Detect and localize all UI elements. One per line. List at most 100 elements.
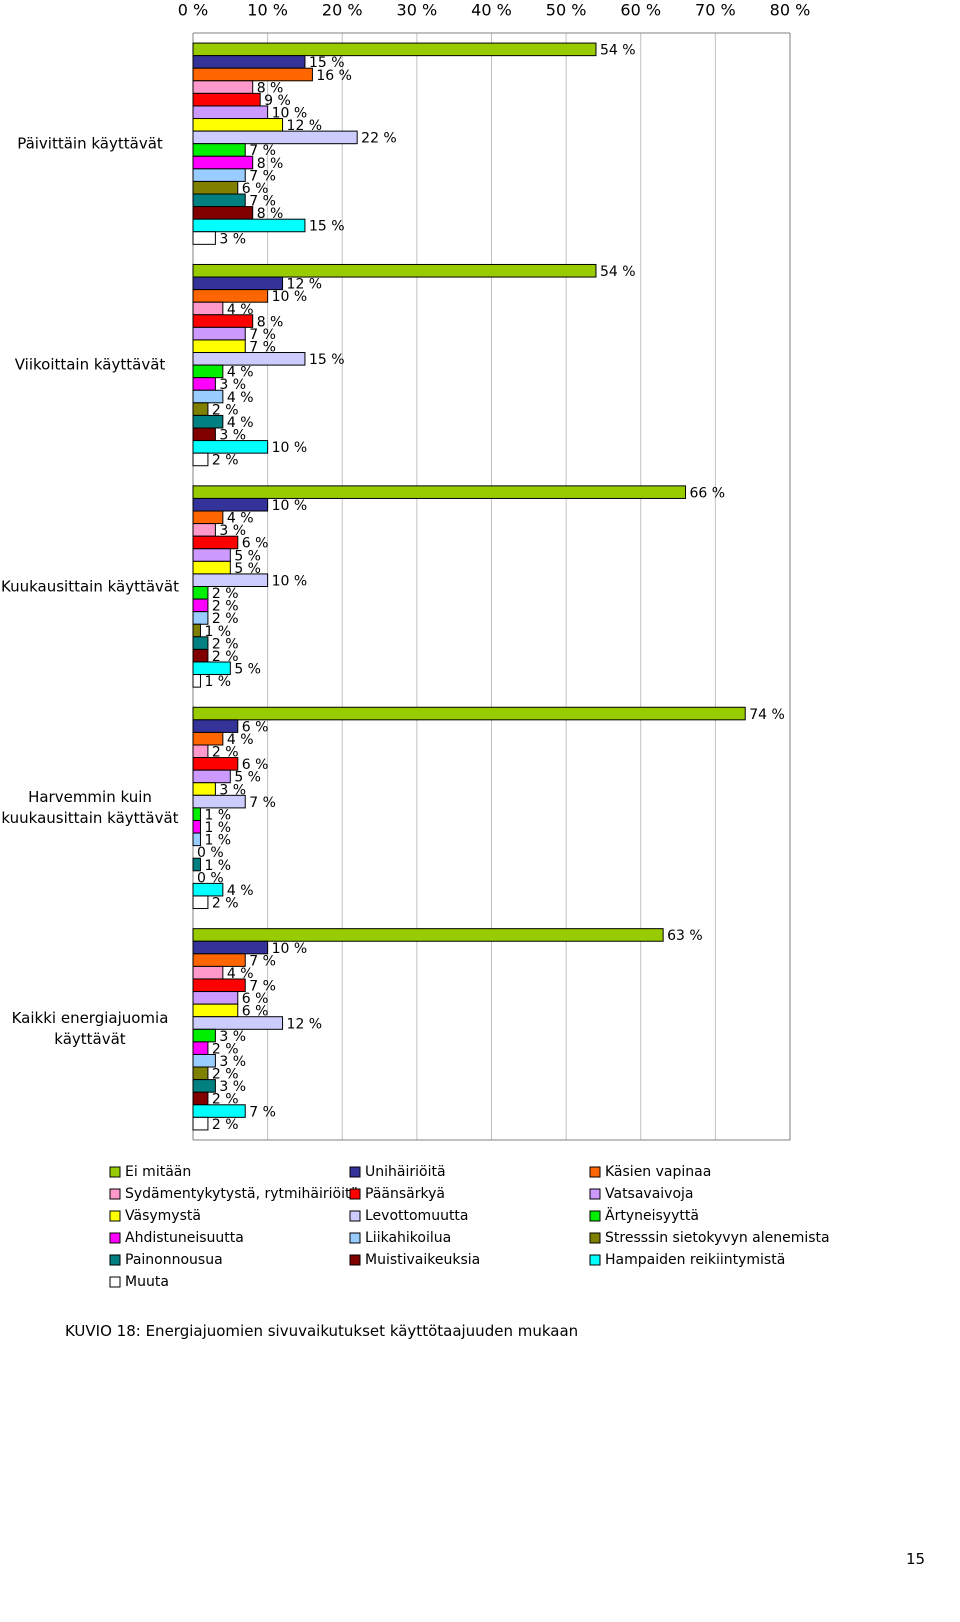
value-label: 2 %	[212, 896, 239, 912]
bar	[192, 636, 209, 650]
bar	[192, 991, 239, 1005]
bar	[192, 832, 201, 847]
value-label: 2 %	[212, 1041, 239, 1057]
bar	[192, 452, 209, 467]
bar	[192, 611, 209, 625]
bar	[192, 1091, 209, 1106]
bar	[192, 706, 746, 721]
bar	[192, 598, 209, 613]
x-tick-label: 60 %	[620, 1, 661, 20]
value-label: 22 %	[361, 131, 397, 147]
x-tick-label: 70 %	[695, 1, 736, 20]
value-label: 5 %	[234, 561, 261, 577]
legend-swatch	[349, 1188, 361, 1200]
category-label: Viikoittain käyttävät	[14, 355, 166, 374]
bar	[192, 42, 597, 57]
value-label: 1 %	[204, 858, 231, 874]
value-label: 4 %	[227, 415, 254, 431]
value-label: 66 %	[690, 485, 726, 501]
value-label: 10 %	[272, 498, 308, 514]
bar	[192, 485, 687, 499]
bar	[192, 857, 201, 872]
value-label: 5 %	[234, 548, 261, 564]
caption: KUVIO 18: Energiajuomien sivuvaikutukset…	[65, 1322, 579, 1340]
legend-label: Levottomuutta	[365, 1208, 469, 1224]
legend-swatch	[109, 1276, 121, 1288]
value-label: 2 %	[212, 1092, 239, 1108]
bar	[192, 364, 224, 379]
value-label: 12 %	[287, 1016, 323, 1032]
value-label: 3 %	[219, 1079, 246, 1095]
value-label: 9 %	[264, 93, 291, 109]
legend-swatch	[349, 1166, 361, 1178]
legend-swatch	[349, 1254, 361, 1266]
legend-swatch	[589, 1210, 601, 1222]
legend-swatch	[109, 1188, 121, 1200]
value-label: 2 %	[212, 402, 239, 418]
legend-label: Muistivaikeuksia	[365, 1252, 480, 1268]
category-label: Päivittäin käyttävät	[17, 134, 163, 153]
bar	[192, 769, 231, 784]
bar	[192, 402, 209, 416]
category-label: Harvemmin kuin kuukausittain käyttävät	[1, 787, 179, 827]
value-label: 3 %	[219, 428, 246, 444]
bar	[192, 895, 209, 910]
value-label: 3 %	[219, 523, 246, 539]
value-label: 7 %	[249, 979, 276, 995]
value-label: 2 %	[212, 745, 239, 761]
value-label: 4 %	[227, 966, 254, 982]
bar	[192, 573, 269, 588]
value-label: 15 %	[309, 55, 345, 71]
legend-label: Käsien vapinaa	[605, 1164, 711, 1180]
value-label: 4 %	[227, 390, 254, 406]
bar	[192, 623, 201, 638]
legend-swatch	[349, 1210, 361, 1222]
value-label: 6 %	[242, 536, 269, 552]
legend-swatch	[109, 1254, 121, 1266]
bar	[192, 289, 269, 303]
value-label: 7 %	[249, 339, 276, 355]
value-label: 2 %	[212, 586, 239, 602]
bar	[192, 1116, 209, 1131]
value-label: 3 %	[219, 231, 246, 247]
value-label: 1 %	[204, 807, 231, 823]
bar	[192, 731, 224, 746]
value-label: 5 %	[234, 662, 261, 678]
value-label: 3 %	[219, 1054, 246, 1070]
bar	[192, 978, 246, 993]
value-label: 10 %	[272, 440, 308, 456]
value-label: 8 %	[257, 206, 284, 222]
value-label: 6 %	[242, 1004, 269, 1020]
bar	[192, 118, 284, 132]
bar	[192, 206, 254, 220]
bar	[192, 1028, 216, 1043]
bar	[192, 301, 224, 316]
bar	[192, 1016, 284, 1030]
bar	[192, 440, 269, 454]
value-label: 6 %	[242, 757, 269, 773]
value-label: 8 %	[257, 80, 284, 96]
legend-swatch	[109, 1166, 121, 1178]
bar	[192, 953, 246, 967]
legend-label: Hampaiden reikiintymistä	[605, 1252, 785, 1268]
bar	[192, 510, 224, 525]
value-label: 15 %	[309, 219, 345, 235]
bar	[192, 1041, 209, 1055]
bar	[192, 105, 269, 120]
value-label: 7 %	[249, 168, 276, 184]
value-label: 2 %	[212, 453, 239, 469]
bar	[192, 535, 239, 550]
value-label: 7 %	[249, 143, 276, 159]
value-label: 1 %	[204, 833, 231, 849]
value-label: 3 %	[219, 782, 246, 798]
x-tick-label: 30 %	[397, 1, 438, 20]
bar	[192, 314, 254, 328]
bar	[192, 497, 269, 512]
value-label: 54 %	[600, 264, 636, 280]
bar	[192, 326, 246, 341]
x-tick-label: 10 %	[247, 1, 288, 20]
bar	[192, 674, 201, 688]
bar	[192, 1079, 216, 1093]
bar	[192, 231, 216, 245]
